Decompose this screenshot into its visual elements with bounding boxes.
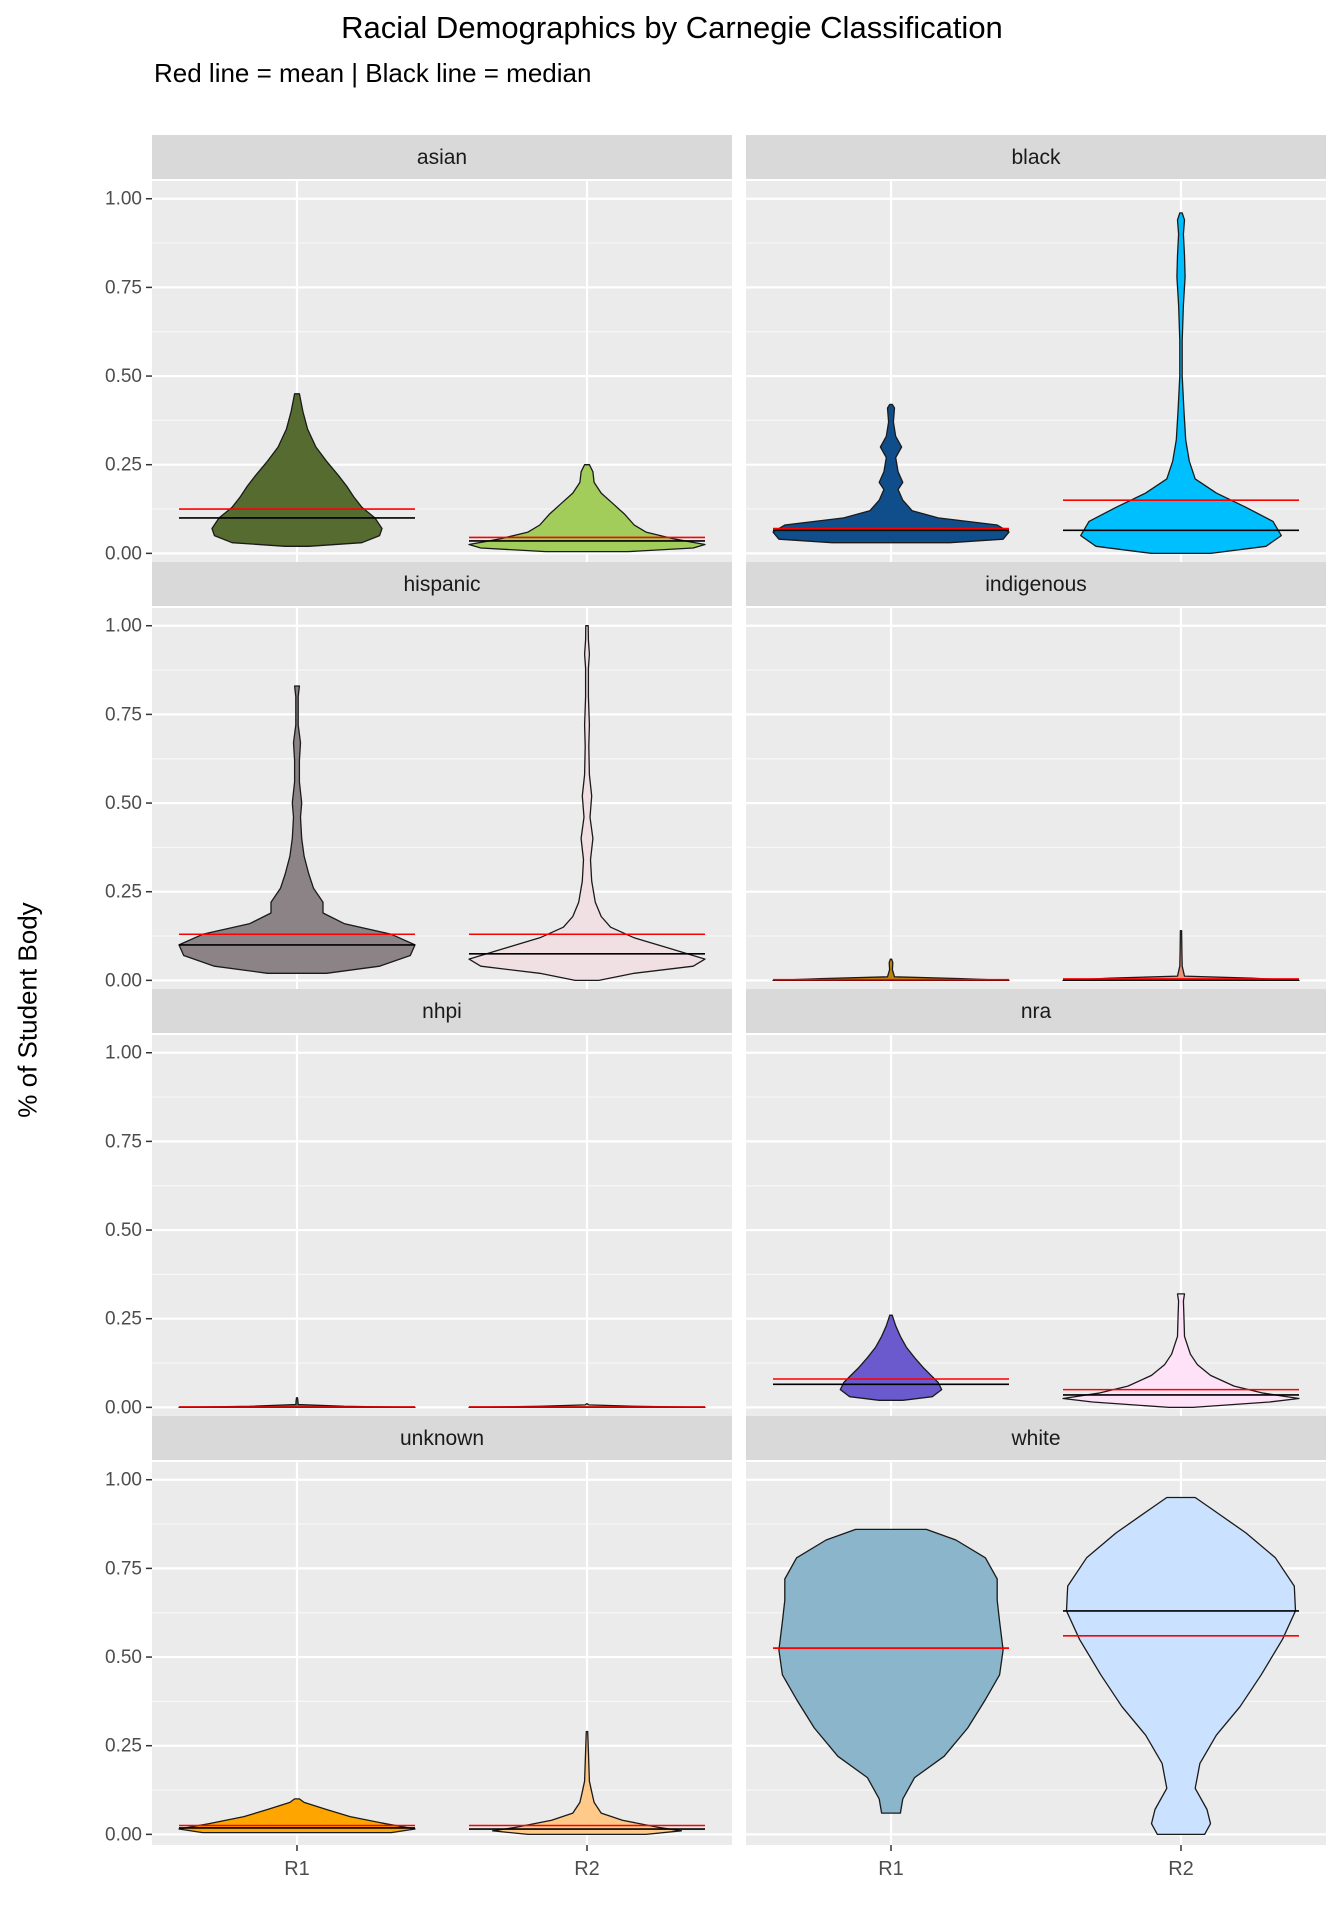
y-tick-label: 0.75 bbox=[105, 277, 142, 298]
facet-strip-white bbox=[746, 1416, 1326, 1460]
violin-hispanic-r2 bbox=[468, 625, 706, 982]
facet-strip-nhpi bbox=[152, 989, 732, 1033]
x-tick-label: R1 bbox=[284, 1858, 310, 1880]
y-tick-label: 0.75 bbox=[105, 1131, 142, 1152]
facet-strip-black bbox=[746, 135, 1326, 179]
y-tick-label: 0.25 bbox=[105, 455, 142, 476]
facet-label-hispanic: hispanic bbox=[403, 573, 480, 596]
violin-unknown-r2 bbox=[491, 1730, 683, 1836]
y-tick-label: 0.00 bbox=[105, 1397, 142, 1418]
violin-black-r2 bbox=[1080, 212, 1282, 555]
violin-hispanic-r1 bbox=[178, 685, 416, 974]
y-tick-label: 1.00 bbox=[105, 189, 142, 210]
facet-label-indigenous: indigenous bbox=[985, 573, 1087, 596]
chart-subtitle: Red line = mean | Black line = median bbox=[154, 58, 592, 88]
y-tick-label: 0.25 bbox=[105, 1309, 142, 1330]
facet-label-nhpi: nhpi bbox=[422, 1000, 462, 1023]
violin-indigenous-r1 bbox=[772, 958, 1010, 982]
violin-nra-r2 bbox=[1062, 1293, 1300, 1409]
facet-label-nra: nra bbox=[1021, 1000, 1052, 1023]
panel-background-unknown bbox=[152, 1462, 732, 1845]
violin-white-r1 bbox=[778, 1528, 1004, 1814]
facet-label-white: white bbox=[1010, 1427, 1060, 1450]
panel-background-nhpi bbox=[152, 1035, 732, 1418]
facet-label-unknown: unknown bbox=[400, 1427, 484, 1450]
panel-background-indigenous bbox=[746, 608, 1326, 991]
violin-asian-r1 bbox=[211, 393, 383, 547]
y-tick-label: 0.00 bbox=[105, 543, 142, 564]
y-tick-label: 0.50 bbox=[105, 1220, 142, 1241]
violin-white-r2 bbox=[1065, 1496, 1297, 1836]
y-tick-label: 0.25 bbox=[105, 1736, 142, 1757]
y-tick-label: 1.00 bbox=[105, 616, 142, 637]
y-tick-label: 0.50 bbox=[105, 793, 142, 814]
panel-background-nra bbox=[746, 1035, 1326, 1418]
y-tick-label: 0.00 bbox=[105, 970, 142, 991]
facet-strip-hispanic bbox=[152, 562, 732, 606]
y-tick-label: 0.75 bbox=[105, 704, 142, 725]
y-tick-label: 0.75 bbox=[105, 1558, 142, 1579]
y-tick-label: 1.00 bbox=[105, 1470, 142, 1491]
chart-title: Racial Demographics by Carnegie Classifi… bbox=[341, 10, 1003, 45]
facet-strip-nra bbox=[746, 989, 1326, 1033]
x-tick-label: R1 bbox=[878, 1858, 904, 1880]
violin-asian-r2 bbox=[468, 464, 706, 553]
x-tick-label: R2 bbox=[574, 1858, 600, 1880]
facet-strip-asian bbox=[152, 135, 732, 179]
violin-black-r1 bbox=[772, 403, 1010, 544]
facet-label-asian: asian bbox=[417, 146, 467, 169]
facet-strip-unknown bbox=[152, 1416, 732, 1460]
y-tick-label: 1.00 bbox=[105, 1043, 142, 1064]
y-tick-label: 0.25 bbox=[105, 882, 142, 903]
y-tick-label: 0.00 bbox=[105, 1824, 142, 1845]
y-tick-label: 0.50 bbox=[105, 1647, 142, 1668]
x-tick-label: R2 bbox=[1168, 1858, 1194, 1880]
y-tick-label: 0.50 bbox=[105, 366, 142, 387]
facet-strip-indigenous bbox=[746, 562, 1326, 606]
facet-label-black: black bbox=[1011, 146, 1061, 169]
